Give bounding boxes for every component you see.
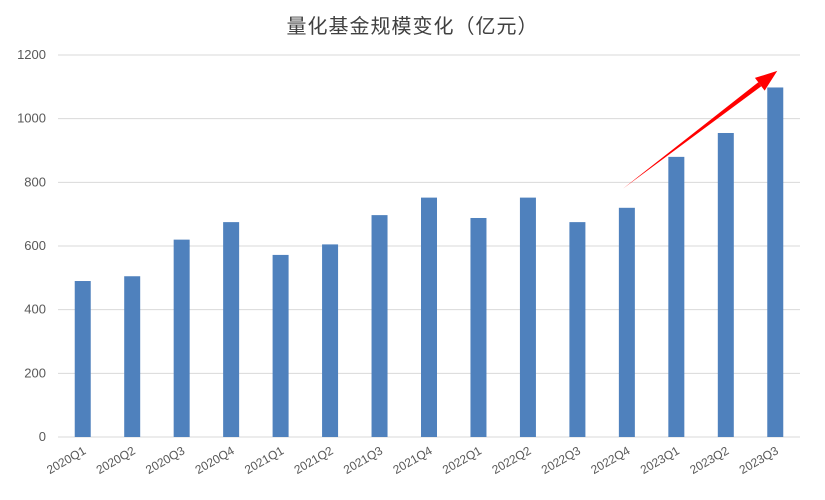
bar-2023Q3: [767, 87, 784, 437]
x-tick-label: 2021Q4: [391, 443, 435, 477]
x-tick-label: 2020Q2: [94, 443, 138, 477]
bar-2020Q4: [223, 222, 240, 437]
x-tick-label: 2022Q1: [440, 443, 484, 477]
bar-2021Q2: [322, 244, 339, 437]
y-tick-label: 400: [24, 302, 46, 317]
x-tick-label: 2023Q1: [638, 443, 682, 477]
x-tick-label: 2022Q2: [489, 443, 533, 477]
x-tick-label: 2020Q4: [193, 443, 237, 477]
bar-2020Q1: [74, 281, 91, 437]
bar-2021Q4: [421, 197, 437, 437]
trend-arrow-shaft: [622, 82, 762, 189]
x-tick-label: 2023Q2: [687, 443, 731, 477]
bar-2020Q3: [173, 239, 190, 437]
x-tick-label: 2021Q1: [242, 443, 286, 477]
bar-2021Q3: [371, 215, 388, 437]
x-tick-label: 2020Q3: [143, 443, 187, 477]
y-tick-label: 1200: [17, 47, 46, 62]
y-tick-label: 1000: [17, 111, 46, 126]
bar-2022Q2: [519, 197, 536, 437]
bar-2020Q2: [124, 276, 141, 437]
x-axis-ticks: 2020Q1 2020Q2 2020Q3 2020Q4 2021Q1 2021Q2 2021…: [44, 443, 781, 477]
bar-2023Q1: [668, 156, 685, 437]
bar-2021Q1: [272, 254, 289, 437]
x-tick-label: 2021Q3: [341, 443, 385, 477]
trend-arrow-head: [754, 70, 778, 91]
y-tick-label: 200: [24, 365, 46, 380]
bar-2022Q3: [569, 222, 586, 437]
x-tick-label: 2022Q3: [539, 443, 583, 477]
y-tick-label: 800: [24, 174, 46, 189]
annotations: [622, 70, 778, 189]
x-tick-label: 2020Q1: [44, 443, 88, 477]
bar-2022Q1: [470, 217, 487, 437]
bars: [74, 87, 784, 437]
bar-2023Q2: [717, 132, 734, 437]
bar-2022Q4: [618, 207, 635, 437]
x-tick-label: 2021Q2: [292, 443, 336, 477]
y-tick-label: 0: [39, 429, 46, 444]
x-tick-label: 2023Q3: [737, 443, 781, 477]
chart-title: 量化基金规模变化（亿元）: [286, 14, 539, 38]
y-tick-label: 600: [24, 238, 46, 253]
y-axis-ticks: 0 200 400 600 800 1000 1200: [17, 47, 46, 444]
x-tick-label: 2022Q4: [588, 443, 632, 477]
